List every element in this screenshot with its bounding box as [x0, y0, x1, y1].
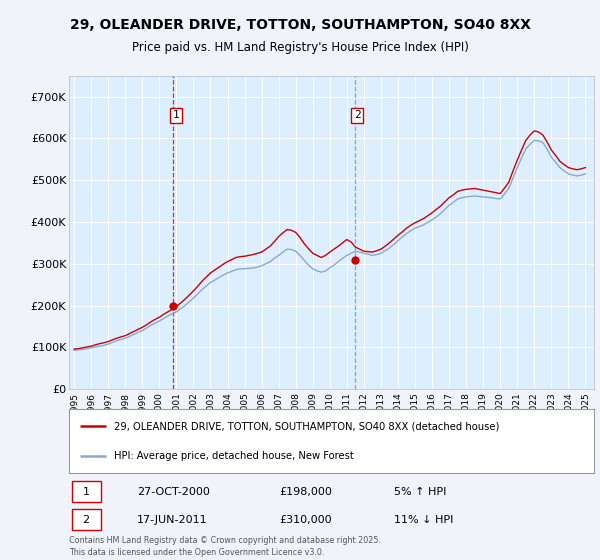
Text: 17-JUN-2011: 17-JUN-2011	[137, 515, 208, 525]
Text: HPI: Average price, detached house, New Forest: HPI: Average price, detached house, New …	[113, 451, 353, 461]
Text: 2: 2	[354, 110, 361, 120]
Text: 29, OLEANDER DRIVE, TOTTON, SOUTHAMPTON, SO40 8XX (detached house): 29, OLEANDER DRIVE, TOTTON, SOUTHAMPTON,…	[113, 421, 499, 431]
Text: Price paid vs. HM Land Registry's House Price Index (HPI): Price paid vs. HM Land Registry's House …	[131, 41, 469, 54]
Text: Contains HM Land Registry data © Crown copyright and database right 2025.
This d: Contains HM Land Registry data © Crown c…	[69, 536, 381, 557]
Text: 1: 1	[172, 110, 179, 120]
Text: £310,000: £310,000	[279, 515, 332, 525]
Text: 5% ↑ HPI: 5% ↑ HPI	[395, 487, 447, 497]
Text: 11% ↓ HPI: 11% ↓ HPI	[395, 515, 454, 525]
Text: 1: 1	[83, 487, 89, 497]
Text: 27-OCT-2000: 27-OCT-2000	[137, 487, 210, 497]
Text: 29, OLEANDER DRIVE, TOTTON, SOUTHAMPTON, SO40 8XX: 29, OLEANDER DRIVE, TOTTON, SOUTHAMPTON,…	[70, 18, 530, 32]
Text: 2: 2	[83, 515, 89, 525]
Text: £198,000: £198,000	[279, 487, 332, 497]
FancyBboxPatch shape	[71, 509, 101, 530]
FancyBboxPatch shape	[69, 409, 594, 473]
FancyBboxPatch shape	[71, 481, 101, 502]
